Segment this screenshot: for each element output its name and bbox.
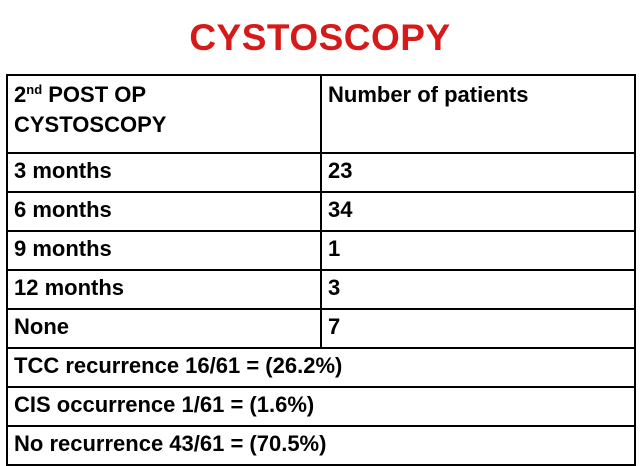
summary-cis-occurrence: CIS occurrence 1/61 = (1.6%) [6, 386, 636, 427]
table-row: 12 months 3 [6, 269, 636, 310]
header-cell-count: Number of patients [320, 74, 636, 154]
header-ordinal: 2 [14, 82, 27, 107]
header-cell-period: 2nd POST OP CYSTOSCOPY [6, 74, 322, 154]
results-table: 2nd POST OP CYSTOSCOPY Number of patients… [6, 74, 636, 466]
summary-row: No recurrence 43/61 = (70.5%) [6, 425, 636, 466]
row-value: 23 [320, 152, 636, 193]
table-row: None 7 [6, 308, 636, 349]
row-label: 6 months [6, 191, 322, 232]
summary-tcc-recurrence: TCC recurrence 16/61 = (26.2%) [6, 347, 636, 388]
summary-row: TCC recurrence 16/61 = (26.2%) [6, 347, 636, 388]
table-row: 3 months 23 [6, 152, 636, 193]
row-value: 1 [320, 230, 636, 271]
row-label: 3 months [6, 152, 322, 193]
page-title: CYSTOSCOPY [189, 17, 451, 58]
row-value: 3 [320, 269, 636, 310]
row-label: 12 months [6, 269, 322, 310]
table-row: 6 months 34 [6, 191, 636, 232]
table-row: 9 months 1 [6, 230, 636, 271]
row-label: None [6, 308, 322, 349]
row-value: 34 [320, 191, 636, 232]
summary-row: CIS occurrence 1/61 = (1.6%) [6, 386, 636, 427]
header-line2-text: CYSTOSCOPY [14, 112, 167, 137]
row-label: 9 months [6, 230, 322, 271]
header-line1-text: POST OP [42, 82, 147, 107]
table-header-row: 2nd POST OP CYSTOSCOPY Number of patients [6, 74, 636, 154]
row-value: 7 [320, 308, 636, 349]
summary-no-recurrence: No recurrence 43/61 = (70.5%) [6, 425, 636, 466]
header-ordinal-suffix: nd [26, 82, 43, 97]
